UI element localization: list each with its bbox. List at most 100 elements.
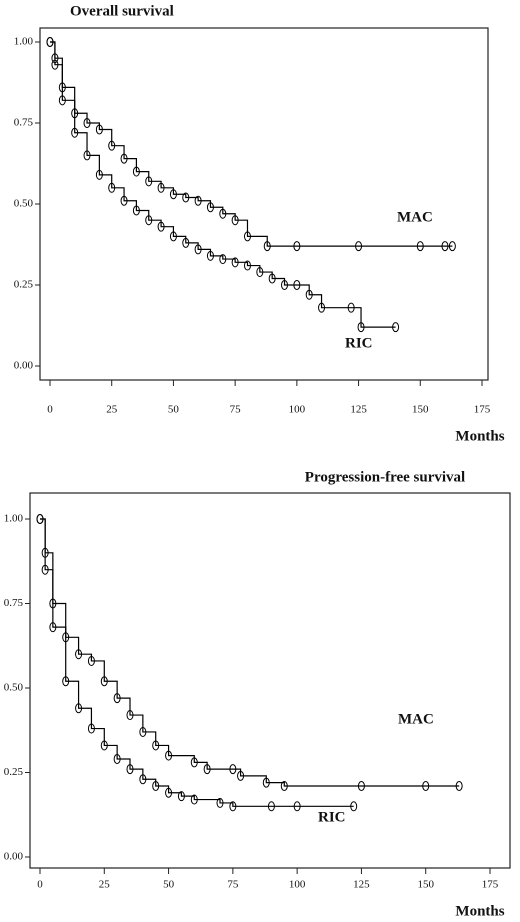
censor-mark bbox=[281, 280, 289, 290]
y-tick-label: 1.00 bbox=[14, 36, 34, 48]
x-tick-label: 125 bbox=[353, 879, 370, 891]
censor-mark bbox=[152, 781, 160, 792]
x-tick-label: 150 bbox=[417, 879, 434, 891]
censor-mark bbox=[347, 302, 355, 313]
y-tick-label: 0.75 bbox=[4, 597, 24, 609]
censor-mark bbox=[165, 750, 173, 761]
plot-frame bbox=[39, 27, 489, 381]
censor-mark bbox=[293, 241, 301, 252]
y-tick-label: 0.50 bbox=[14, 198, 34, 210]
censor-mark bbox=[100, 676, 108, 687]
censor-mark bbox=[182, 237, 190, 248]
chart-title: Overall survival bbox=[70, 3, 174, 19]
censor-mark bbox=[49, 622, 57, 633]
x-tick-label: 75 bbox=[230, 404, 242, 416]
censor-mark bbox=[139, 774, 147, 785]
censor-mark bbox=[206, 250, 214, 261]
x-tick-label: 100 bbox=[289, 404, 306, 416]
censor-mark bbox=[305, 289, 313, 300]
censor-mark bbox=[448, 241, 456, 252]
x-tick-label: 175 bbox=[474, 404, 491, 416]
censor-mark bbox=[392, 322, 400, 333]
censor-mark bbox=[108, 140, 116, 151]
censor-mark bbox=[318, 302, 326, 313]
censor-mark bbox=[120, 195, 128, 206]
censor-mark bbox=[455, 781, 463, 792]
censor-mark bbox=[71, 127, 79, 138]
y-tick-label: 0.00 bbox=[4, 851, 24, 863]
y-tick-label: 1.00 bbox=[4, 513, 24, 525]
censor-mark bbox=[46, 37, 54, 47]
censor-mark bbox=[194, 195, 202, 206]
censor-mark bbox=[203, 764, 211, 775]
censor-mark bbox=[206, 202, 214, 213]
censor-mark bbox=[87, 655, 95, 666]
censor-mark bbox=[157, 221, 165, 232]
censor-mark bbox=[126, 710, 134, 721]
x-tick-label: 175 bbox=[482, 879, 499, 891]
x-tick-label: 150 bbox=[412, 404, 429, 416]
censor-mark bbox=[422, 781, 430, 792]
censor-mark bbox=[83, 118, 91, 128]
x-tick-label: 50 bbox=[163, 879, 175, 891]
censor-mark bbox=[145, 215, 153, 226]
survival-curve bbox=[50, 41, 396, 328]
x-tick-label: 0 bbox=[47, 404, 53, 416]
censor-mark bbox=[126, 764, 134, 775]
censor-mark bbox=[219, 254, 227, 265]
y-tick-label: 0.25 bbox=[4, 766, 24, 778]
censor-mark bbox=[267, 801, 275, 812]
censor-mark bbox=[87, 723, 95, 734]
censor-mark bbox=[229, 764, 237, 775]
censor-mark bbox=[357, 322, 365, 333]
x-tick-label: 25 bbox=[106, 404, 118, 416]
censor-mark bbox=[132, 166, 140, 177]
censor-mark bbox=[216, 797, 224, 808]
censor-mark bbox=[280, 781, 288, 792]
censor-mark bbox=[83, 150, 91, 161]
censor-mark bbox=[293, 280, 301, 290]
censor-mark bbox=[177, 791, 185, 802]
x-tick-label: 50 bbox=[168, 404, 180, 416]
x-tick-label: 125 bbox=[350, 404, 367, 416]
censor-mark bbox=[350, 801, 358, 812]
x-tick-label: 0 bbox=[37, 879, 43, 891]
series-label: RIC bbox=[345, 335, 373, 351]
censor-mark bbox=[263, 241, 271, 252]
y-tick-label: 0.75 bbox=[14, 117, 34, 129]
censor-mark bbox=[243, 260, 251, 271]
censor-mark bbox=[132, 205, 140, 216]
censor-mark bbox=[157, 182, 165, 193]
series-label: MAC bbox=[397, 209, 433, 225]
censor-mark bbox=[243, 231, 251, 242]
survival-curve bbox=[40, 518, 460, 787]
censor-mark bbox=[51, 59, 59, 70]
censor-mark bbox=[256, 267, 264, 278]
censor-mark bbox=[145, 176, 153, 187]
censor-mark bbox=[165, 787, 173, 798]
censor-mark bbox=[36, 514, 44, 524]
censor-mark bbox=[231, 215, 239, 226]
censor-mark bbox=[229, 801, 237, 812]
censor-mark bbox=[268, 273, 276, 284]
plot-frame bbox=[29, 492, 511, 869]
censor-mark bbox=[262, 777, 270, 788]
censor-mark bbox=[169, 189, 177, 200]
censor-mark bbox=[139, 726, 147, 737]
censor-mark bbox=[190, 757, 198, 768]
x-axis-title: Months bbox=[455, 428, 504, 444]
censor-mark bbox=[169, 231, 177, 242]
censor-mark bbox=[75, 649, 83, 660]
x-tick-label: 75 bbox=[227, 879, 239, 891]
censor-mark bbox=[95, 169, 103, 180]
censor-mark bbox=[231, 257, 239, 268]
censor-mark bbox=[120, 153, 128, 164]
censor-mark bbox=[152, 740, 160, 751]
x-tick-label: 100 bbox=[289, 879, 306, 891]
censor-mark bbox=[113, 693, 121, 704]
censor-mark bbox=[113, 753, 121, 764]
censor-mark bbox=[95, 124, 103, 135]
censor-mark bbox=[355, 241, 363, 252]
chart-title: Progression-free survival bbox=[305, 469, 465, 485]
